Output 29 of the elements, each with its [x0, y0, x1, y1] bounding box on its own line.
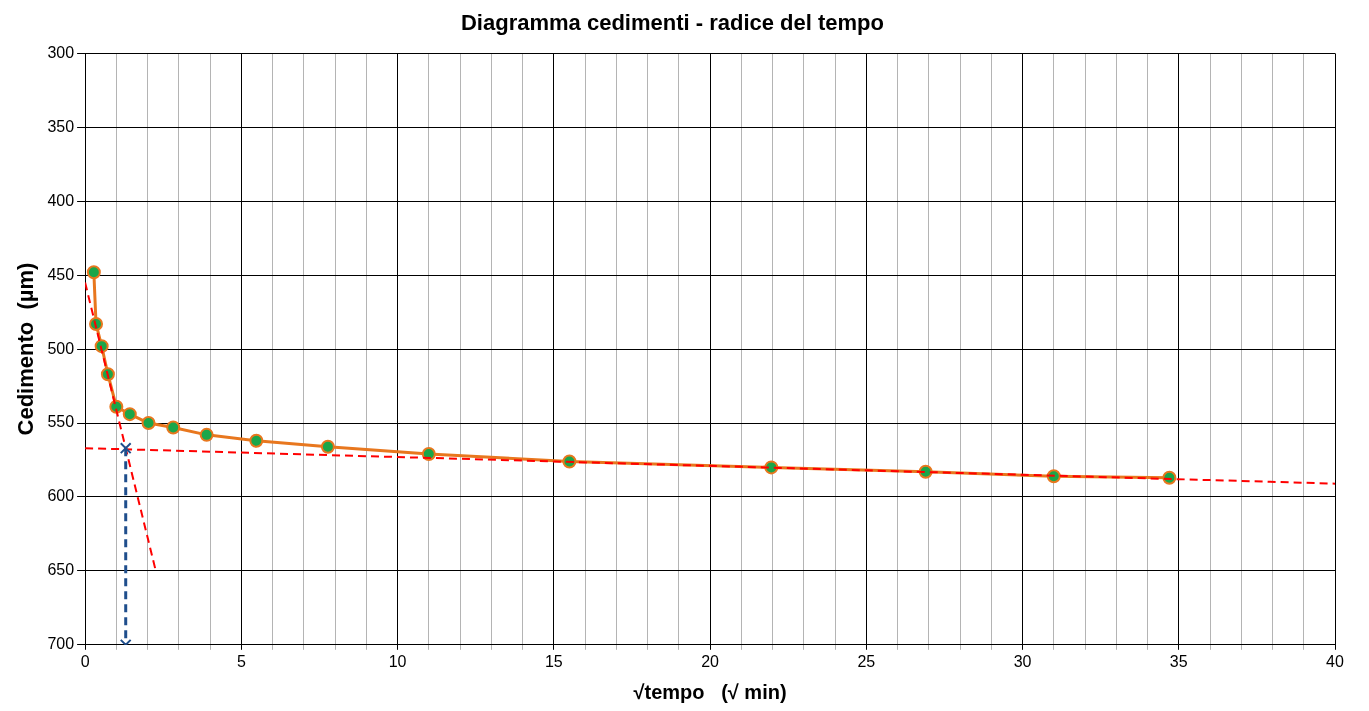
point [86, 265, 101, 280]
x-tick-label: 35 [1169, 652, 1188, 670]
point [122, 407, 137, 422]
y-tick-label: 650 [47, 561, 75, 579]
y-tick-label: 300 [47, 43, 75, 61]
point [199, 427, 214, 442]
x-tick-label: 0 [80, 652, 90, 670]
chart-title: Diagramma cedimenti - radice del tempo [460, 10, 885, 36]
x-tick-label: 20 [701, 652, 720, 670]
y-tick-label: 600 [47, 487, 75, 505]
point [166, 420, 181, 435]
point [119, 442, 132, 455]
x-axis-title: √tempo (√ min) [633, 680, 787, 703]
x-tick-label: 5 [236, 652, 246, 670]
point [249, 433, 264, 448]
x-tick-label: 15 [544, 652, 563, 670]
x-tick-label: 30 [1013, 652, 1032, 670]
point [141, 416, 156, 431]
x-tick-label: 10 [388, 652, 407, 670]
y-tick-label: 400 [47, 191, 75, 209]
x-tick-label: 40 [1326, 652, 1344, 670]
y-tick-label: 700 [47, 635, 75, 653]
point [320, 439, 335, 454]
y-tick-label: 350 [47, 117, 75, 135]
y-axis-title: Cedimento (µm) [13, 262, 39, 436]
y-tick-label: 550 [47, 413, 75, 431]
y-tick-label: 500 [47, 339, 75, 357]
y-tick-label: 450 [47, 265, 75, 283]
x-tick-label: 25 [857, 652, 876, 670]
